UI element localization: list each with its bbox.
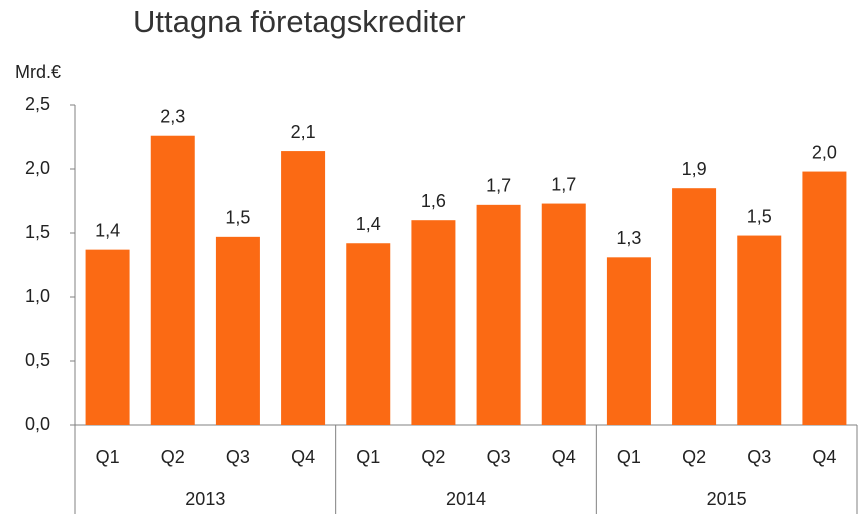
y-tick-label: 0,5 [25,350,50,370]
x-tick-label: Q2 [682,447,706,467]
value-label: 1,5 [225,208,250,228]
x-tick-label: Q3 [226,447,250,467]
bar [672,188,717,425]
y-tick-label: 1,0 [25,286,50,306]
value-label: 1,5 [747,206,772,226]
bar [411,220,456,425]
bar [541,203,586,425]
value-label: 1,4 [356,214,381,234]
value-label: 2,3 [160,106,185,126]
chart-title: Uttagna företagskrediter [133,4,466,39]
x-tick-label: Q1 [356,447,380,467]
y-tick-label: 2,5 [25,94,50,114]
value-label: 1,9 [682,159,707,179]
group-label: 2014 [446,489,486,509]
bar [802,171,847,425]
value-label: 2,1 [291,122,316,142]
value-label: 2,0 [812,142,837,162]
y-tick-label: 2,0 [25,158,50,178]
value-label: 1,3 [616,228,641,248]
y-tick-label: 1,5 [25,222,50,242]
value-label: 1,6 [421,191,446,211]
x-tick-label: Q1 [617,447,641,467]
y-tick-label: 0,0 [25,414,50,434]
x-tick-label: Q4 [552,447,576,467]
x-tick-label: Q3 [747,447,771,467]
value-label: 1,7 [551,174,576,194]
bar [150,135,195,425]
bar [346,243,391,425]
x-tick-label: Q1 [96,447,120,467]
x-tick-label: Q4 [291,447,315,467]
group-label: 2015 [707,489,747,509]
x-tick-label: Q3 [487,447,511,467]
bar [281,151,326,425]
value-label: 1,4 [95,220,120,240]
group-label: 2013 [185,489,225,509]
y-axis-label: Mrd.€ [15,62,61,82]
value-label: 1,7 [486,176,511,196]
bar [85,249,130,425]
x-tick-label: Q2 [421,447,445,467]
x-tick-label: Q2 [161,447,185,467]
x-tick-label: Q4 [812,447,836,467]
bar [215,236,260,425]
bar [476,204,521,425]
bar [606,257,651,425]
bar [737,235,782,425]
